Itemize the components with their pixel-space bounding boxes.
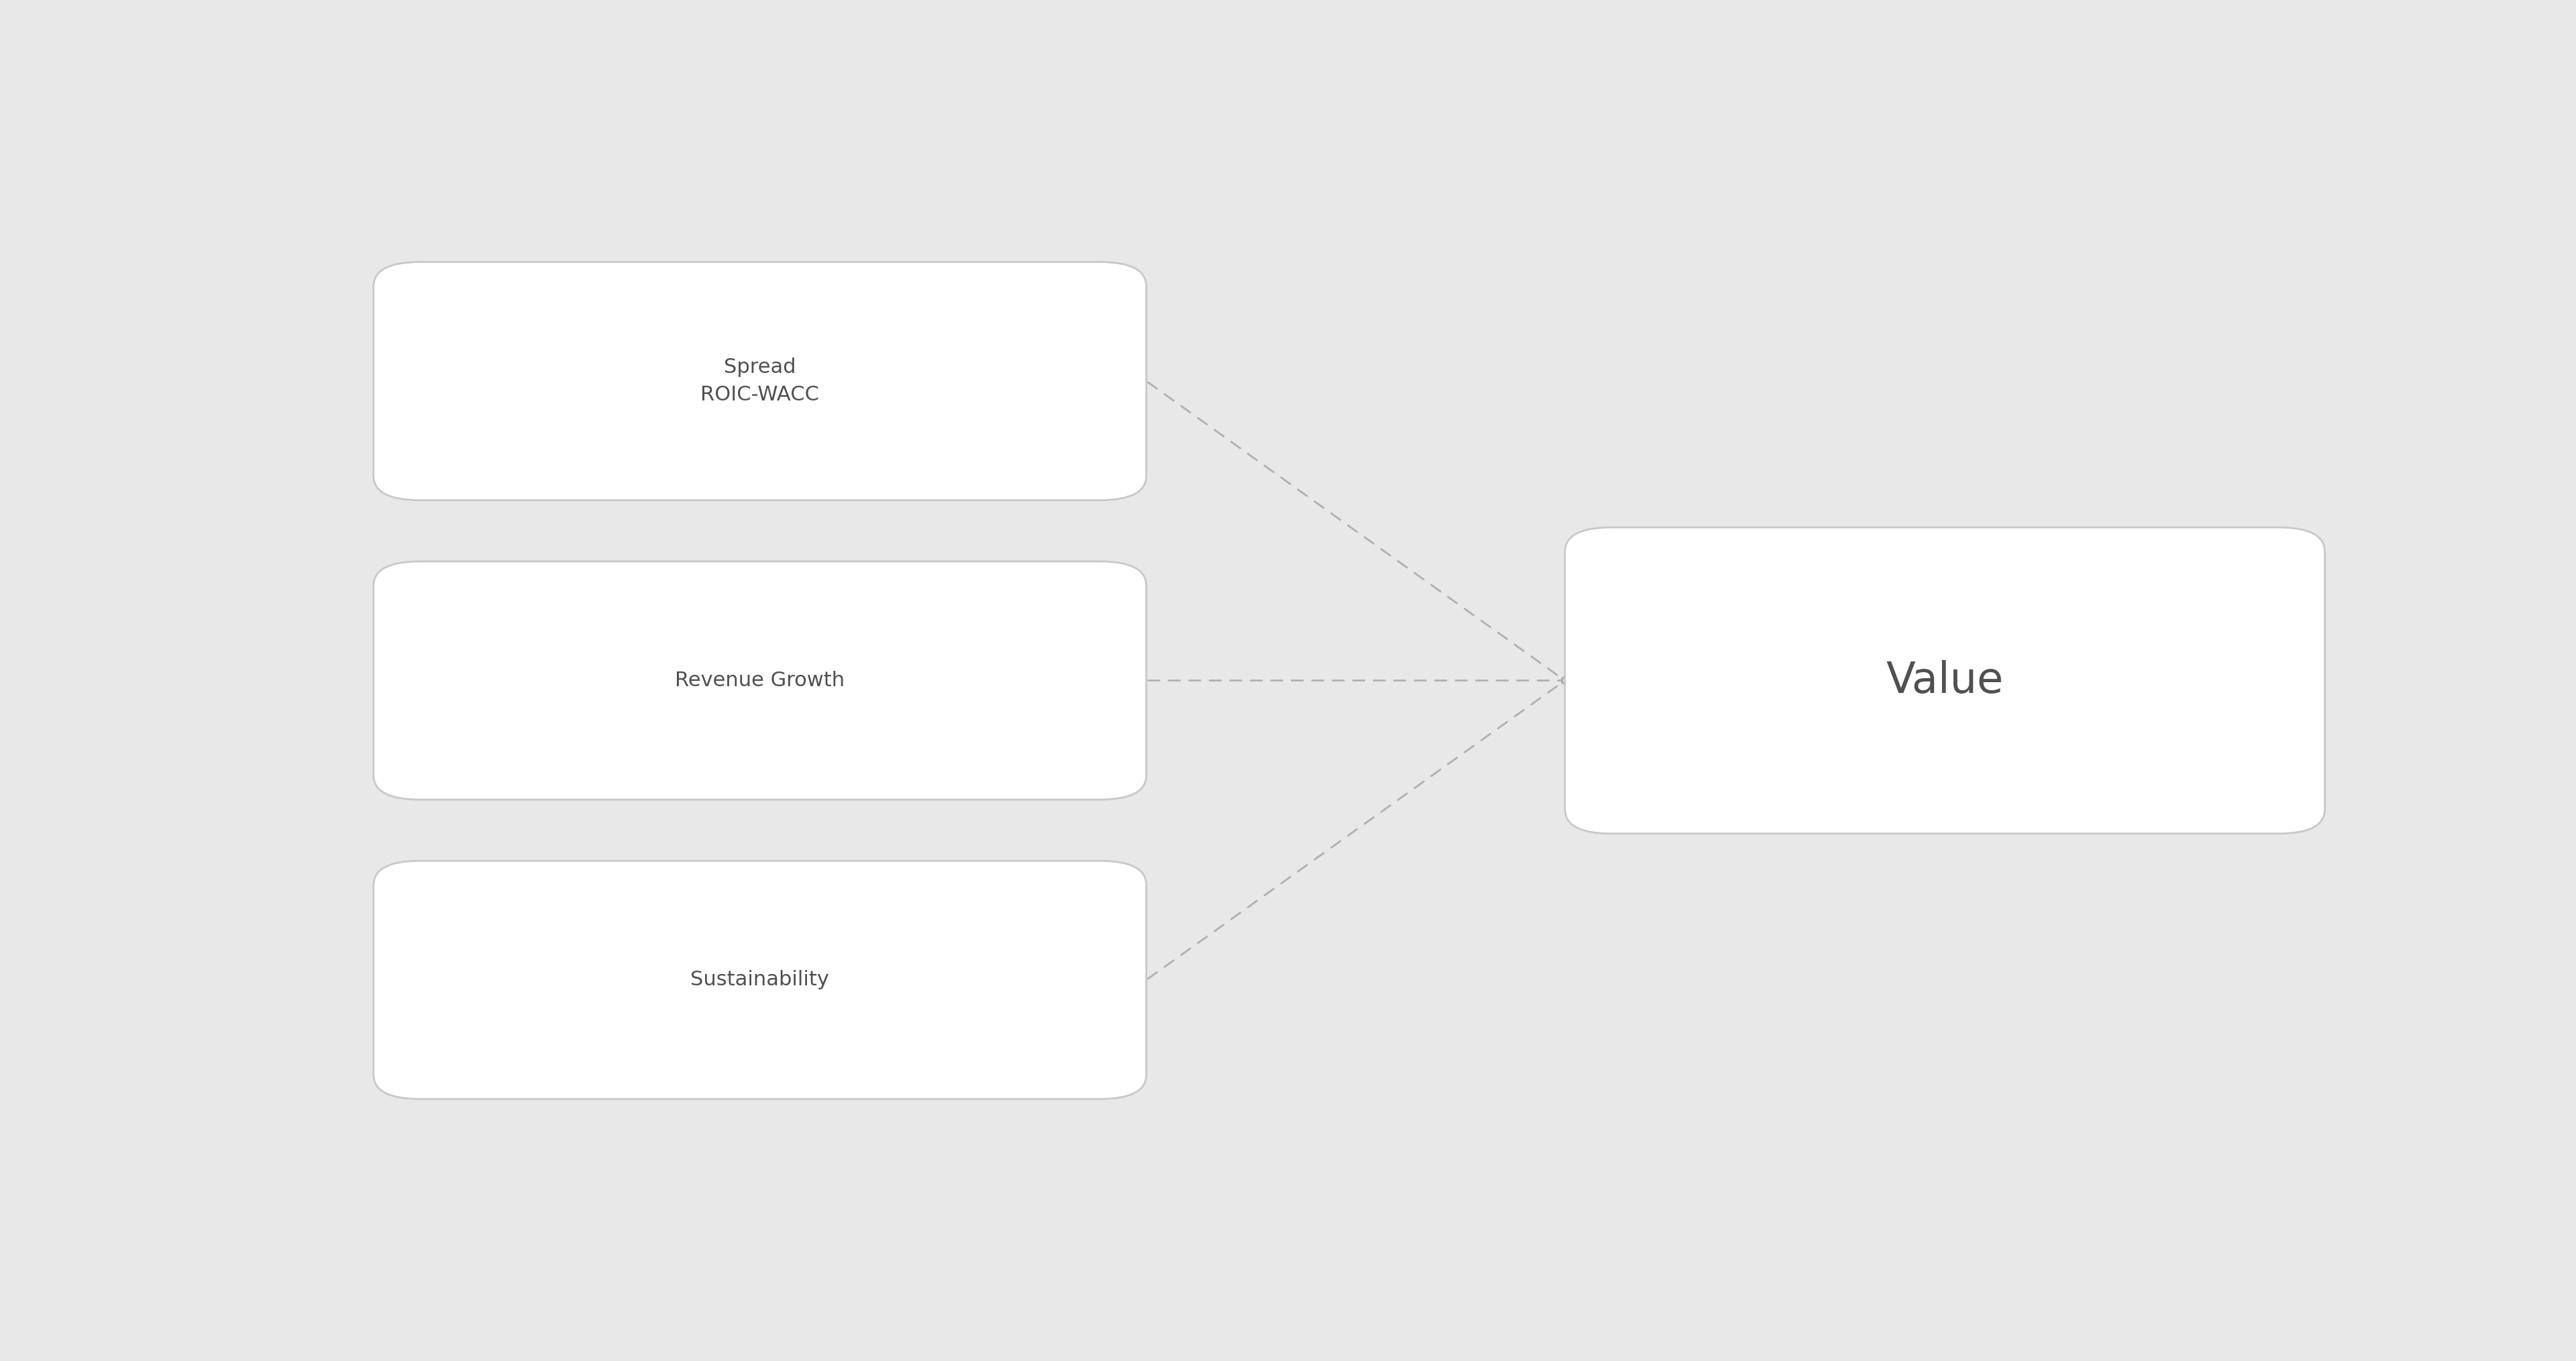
- Text: Spread
ROIC-WACC: Spread ROIC-WACC: [701, 358, 819, 404]
- FancyBboxPatch shape: [374, 860, 1146, 1100]
- Text: Revenue Growth: Revenue Growth: [675, 671, 845, 690]
- FancyBboxPatch shape: [374, 561, 1146, 799]
- Text: Sustainability: Sustainability: [690, 970, 829, 989]
- FancyBboxPatch shape: [1566, 527, 2326, 833]
- FancyBboxPatch shape: [374, 261, 1146, 499]
- Text: Value: Value: [1886, 660, 2004, 701]
